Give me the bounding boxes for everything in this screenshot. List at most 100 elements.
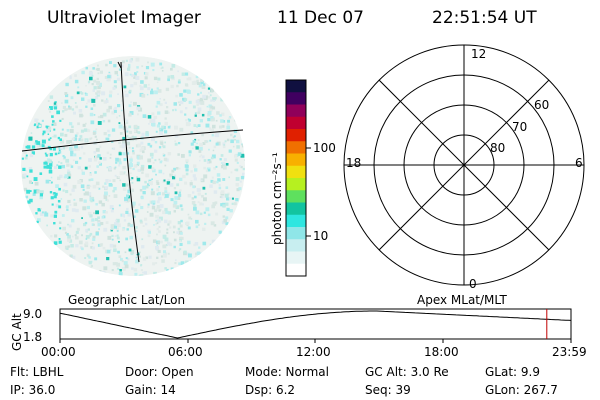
uv-speckle	[147, 183, 150, 187]
uv-speckle	[92, 89, 95, 92]
uv-speckle	[89, 214, 93, 218]
uv-speckle	[165, 87, 170, 92]
uv-speckle	[36, 141, 41, 145]
uv-speckle	[162, 244, 167, 249]
uv-speckle	[105, 99, 109, 103]
uv-speckle	[162, 234, 167, 239]
uv-speckle	[83, 152, 86, 155]
uv-speckle	[63, 182, 68, 187]
uv-speckle	[158, 122, 161, 125]
uv-speckle	[114, 222, 118, 226]
uv-speckle	[89, 76, 93, 81]
uv-speckle	[148, 255, 152, 259]
uv-speckle	[101, 91, 106, 96]
info-gain: Gain: 14	[125, 383, 176, 397]
uv-speckle	[155, 223, 158, 226]
uv-speckle	[49, 191, 53, 194]
uv-speckle	[28, 180, 32, 184]
uv-speckle	[114, 225, 117, 229]
uv-speckle	[178, 79, 181, 82]
uv-speckle	[146, 93, 149, 96]
uv-speckle	[108, 105, 112, 110]
uv-speckle	[34, 142, 37, 145]
uv-speckle	[161, 125, 165, 129]
uv-speckle	[71, 208, 76, 212]
uv-speckle	[145, 66, 150, 70]
uv-speckle	[114, 110, 117, 113]
uv-speckle	[128, 146, 131, 149]
uv-speckle	[88, 234, 91, 237]
uv-speckle	[216, 180, 219, 184]
uv-speckle	[150, 62, 155, 67]
uv-speckle	[156, 222, 159, 225]
uv-speckle	[120, 64, 124, 68]
uv-speckle	[141, 238, 144, 241]
uv-speckle	[67, 199, 71, 204]
uv-speckle	[159, 160, 163, 164]
uv-speckle	[48, 163, 53, 167]
uv-speckle	[76, 132, 79, 135]
uv-speckle	[69, 204, 72, 206]
uv-speckle	[221, 112, 225, 116]
uv-speckle	[221, 162, 223, 164]
uv-speckle	[175, 205, 180, 209]
uv-speckle	[147, 234, 151, 238]
uv-speckle	[94, 257, 98, 261]
uv-speckle	[113, 244, 117, 248]
uv-speckle	[113, 85, 117, 89]
uv-speckle	[91, 98, 96, 103]
uv-speckle	[64, 92, 68, 95]
uv-speckle	[88, 178, 91, 182]
uv-speckle	[103, 266, 108, 271]
uv-speckle	[96, 165, 99, 168]
uv-speckle	[97, 115, 101, 119]
uv-speckle	[172, 109, 175, 112]
uv-speckle	[93, 114, 96, 116]
uv-speckle	[44, 212, 49, 217]
uv-speckle	[177, 196, 181, 200]
uv-speckle	[185, 260, 189, 265]
uv-speckle	[87, 80, 91, 83]
uv-speckle	[151, 137, 155, 142]
uv-speckle	[99, 243, 103, 247]
uv-speckle	[96, 155, 99, 158]
uv-speckle	[111, 147, 114, 150]
uv-speckle	[126, 138, 130, 142]
uv-speckle	[37, 208, 41, 212]
uv-speckle	[39, 193, 43, 197]
uv-speckle	[205, 207, 210, 212]
uv-speckle	[119, 179, 122, 182]
uv-speckle	[230, 171, 233, 174]
uv-speckle	[74, 79, 79, 84]
uv-speckle	[22, 175, 26, 179]
uv-speckle	[75, 244, 79, 248]
uv-speckle	[37, 218, 41, 222]
uv-speckle	[210, 99, 213, 102]
uv-speckle	[178, 193, 182, 197]
uv-speckle	[126, 257, 130, 261]
uv-speckle	[81, 171, 85, 175]
info-gc-alt: GC Alt: 3.0 Re	[365, 365, 449, 379]
uv-speckle	[190, 142, 194, 146]
uv-speckle	[226, 123, 230, 127]
uv-speckle	[183, 89, 187, 93]
uv-speckle	[111, 128, 116, 132]
uv-speckle	[117, 158, 122, 163]
uv-speckle	[160, 240, 163, 244]
uv-speckle	[36, 220, 39, 224]
uv-speckle	[178, 262, 181, 265]
uv-speckle	[173, 200, 178, 205]
colorbar-segment	[286, 153, 306, 167]
uv-speckle	[171, 169, 175, 173]
uv-speckle	[41, 211, 44, 214]
uv-speckle	[167, 252, 170, 255]
uv-speckle	[96, 90, 101, 95]
uv-speckle	[68, 224, 72, 228]
uv-speckle	[181, 154, 185, 158]
uv-speckle	[226, 138, 230, 142]
uv-speckle	[228, 197, 231, 200]
uv-speckle	[25, 154, 28, 157]
uv-speckle	[234, 168, 237, 171]
uv-speckle	[30, 132, 33, 134]
